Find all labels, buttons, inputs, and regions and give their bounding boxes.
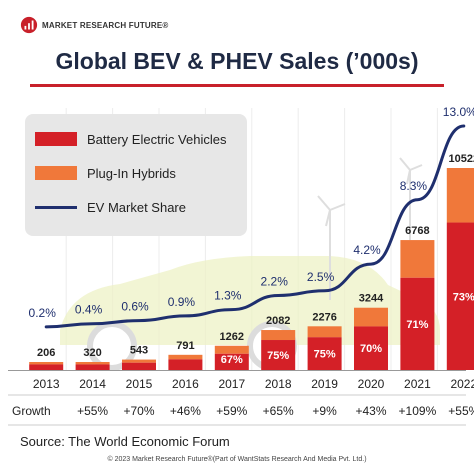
bar-phev-2013: [29, 362, 64, 365]
bar-bev-2020: [354, 326, 388, 370]
growth-value: +70%: [123, 404, 154, 418]
x-tick-label: 2019: [311, 377, 338, 391]
x-tick-label: 2022: [450, 377, 474, 391]
bar-phev-2022: [446, 168, 474, 223]
growth-value: +65%: [263, 404, 294, 418]
market-share-line: [44, 124, 466, 329]
chart-title-block: Global BEV & PHEV Sales (’000s): [30, 48, 444, 87]
market-share-label: 2.2%: [261, 274, 289, 288]
car-silhouette: [60, 256, 440, 345]
legend-item-phev: Plug-In Hybrids: [35, 156, 237, 190]
growth-value: +46%: [170, 404, 201, 418]
market-share-label: 13.0%: [443, 105, 474, 119]
wind-turbine: [399, 157, 423, 240]
bar-total-label: 6768: [405, 225, 429, 237]
legend-item-share: EV Market Share: [35, 190, 237, 224]
bar-total-label: 320: [83, 347, 101, 359]
legend-swatch-bev: [35, 132, 77, 146]
bar-bev-share-label: 70%: [360, 343, 382, 355]
bar-bev-2021: [400, 277, 435, 370]
legend: Battery Electric Vehicles Plug-In Hybrid…: [25, 114, 247, 236]
market-share-label: 2.5%: [307, 270, 335, 284]
bars-group: 206 320 543 791 1262 67% 2082 75% 2276 75% 3244 70%…: [29, 153, 474, 370]
brand: MARKET RESEARCH FUTURE®: [20, 16, 169, 34]
bar-phev-2014: [75, 362, 110, 365]
x-tick-label: 2017: [218, 377, 245, 391]
bar-bev-2014: [75, 364, 110, 370]
source-note: Source: The World Economic Forum: [20, 434, 230, 449]
bar-phev-2021: [400, 240, 435, 278]
bar-total-label: 2276: [312, 311, 336, 323]
market-share-label: 1.3%: [214, 289, 242, 303]
bar-bev-2016: [168, 359, 203, 370]
bar-phev-2020: [354, 307, 388, 327]
market-share-group: 0.2% 0.4% 0.6% 0.9% 1.3% 2.2% 2.5% 4.2% 8.3% 13.0…: [29, 105, 474, 329]
market-share-label: 0.2%: [29, 306, 57, 320]
x-tick-label: 2016: [172, 377, 199, 391]
bar-total-label: 2082: [266, 315, 290, 327]
x-tick-label: 2013: [33, 377, 60, 391]
chart-title: Global BEV & PHEV Sales (’000s): [55, 48, 419, 74]
growth-value: +9%: [312, 404, 337, 418]
legend-swatch-phev: [35, 166, 77, 180]
bar-phev-2015: [122, 359, 156, 363]
growth-value: +109%: [399, 404, 437, 418]
bar-total-label: 3244: [359, 293, 384, 305]
bar-total-label: 791: [176, 340, 194, 352]
market-share-label: 4.2%: [353, 243, 381, 257]
growth-value: +55%: [77, 404, 108, 418]
growth-value: +43%: [355, 404, 386, 418]
x-tick-label: 2014: [79, 377, 106, 391]
bar-phev-2017: [214, 345, 249, 354]
bar-bev-share-label: 73%: [453, 291, 474, 303]
bar-bev-2015: [122, 362, 156, 370]
legend-swatch-share: [35, 205, 77, 209]
bar-phev-2016: [168, 354, 203, 360]
bar-bev-2022: [446, 222, 474, 370]
bar-bev-share-label: 75%: [314, 349, 336, 361]
x-tick-label: 2020: [358, 377, 385, 391]
bar-total-label: 206: [37, 347, 55, 359]
market-share-label: 0.6%: [121, 300, 149, 314]
x-tick-label: 2015: [126, 377, 153, 391]
market-share-label: 8.3%: [400, 179, 428, 193]
market-share-label: 0.9%: [168, 295, 196, 309]
axis-group: 2013 2014 +55% 2015 +70% 2016 +46% 2017 +59% 2018…: [8, 370, 474, 426]
bar-bev-share-label: 67%: [221, 354, 243, 366]
legend-label-bev: Battery Electric Vehicles: [87, 131, 227, 147]
title-underline: [30, 84, 444, 87]
x-tick-label: 2018: [265, 377, 292, 391]
bar-total-label: 1262: [220, 331, 244, 343]
x-tick-label: 2021: [404, 377, 431, 391]
bar-bev-2018: [261, 340, 296, 370]
legend-item-bev: Battery Electric Vehicles: [35, 122, 237, 156]
bar-bev-share-label: 71%: [406, 319, 428, 331]
bar-phev-2018: [261, 330, 296, 341]
wind-turbine: [317, 195, 346, 300]
brand-name: MARKET RESEARCH FUTURE®: [42, 20, 169, 30]
market-share-label: 0.4%: [75, 303, 103, 317]
growth-row-label: Growth: [12, 404, 51, 418]
bar-total-label: 543: [130, 345, 148, 357]
brand-logo-icon: [20, 16, 38, 34]
bar-phev-2019: [307, 326, 342, 338]
copyright-note: © 2023 Market Research Future®(Part of W…: [107, 456, 367, 463]
legend-label-phev: Plug-In Hybrids: [87, 165, 176, 181]
bar-bev-2019: [307, 337, 342, 370]
growth-value: +59%: [216, 404, 247, 418]
bar-bev-2013: [29, 364, 64, 370]
growth-value: +55%: [448, 404, 474, 418]
bar-bev-share-label: 75%: [267, 350, 289, 362]
bar-bev-2017: [214, 353, 249, 370]
bar-total-label: 10522: [449, 153, 474, 165]
legend-label-share: EV Market Share: [87, 199, 186, 215]
